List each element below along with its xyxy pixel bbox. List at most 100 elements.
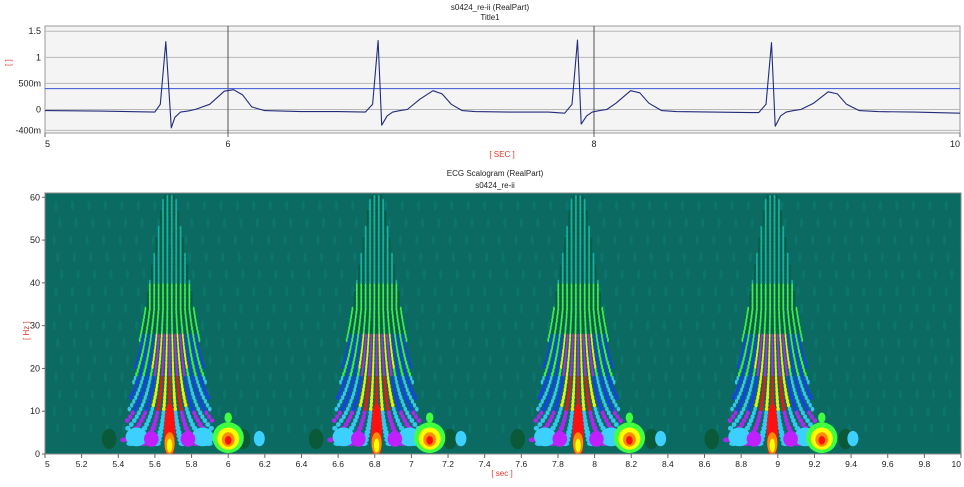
scalogram-texture (680, 372, 685, 382)
scalogram-stripe (390, 348, 393, 354)
scalogram-stripe (559, 329, 562, 335)
scalogram-stripe (583, 302, 586, 308)
scalogram-stripe (579, 248, 582, 254)
scalogram-stripe (368, 310, 371, 316)
scalogram-stripe (364, 248, 367, 254)
scalogram-stripe (152, 333, 155, 339)
scalogram-stripe (567, 322, 570, 327)
scalogram-texture (635, 389, 639, 400)
scalogram-stripe (168, 206, 171, 212)
scalogram-texture (844, 320, 848, 331)
scalogram-stripe (394, 333, 396, 339)
scalogram-stripe (375, 310, 378, 316)
scalogram-stripe (557, 341, 560, 346)
scalogram-stripe (361, 414, 366, 420)
scalogram-texture (191, 269, 195, 280)
scalogram-texture (530, 235, 534, 246)
scalogram-stripe (173, 256, 175, 262)
scalogram-r-peak-core (575, 438, 581, 453)
scalogram-stripe (176, 337, 179, 343)
scalogram-stripe (170, 298, 173, 304)
scalogram-stripe (569, 337, 571, 343)
scalogram-texture (122, 423, 126, 434)
scalogram-stripe (408, 360, 411, 366)
scalogram-texture (864, 337, 868, 348)
scalogram-texture (648, 286, 652, 297)
scalogram-stripe (164, 298, 167, 304)
scalogram-stripe (599, 295, 601, 300)
scalogram-stripe (153, 306, 156, 312)
scalogram-stripe (151, 322, 154, 327)
scalogram-stripe (173, 329, 176, 335)
scalogram-stripe (588, 310, 591, 316)
scalogram-stripe (565, 314, 568, 320)
scalogram-texture (124, 218, 128, 228)
scalogram-stripe (155, 252, 158, 258)
scalogram-texture (913, 423, 917, 434)
scalogram-stripe (545, 410, 550, 416)
scalogram-texture (538, 269, 542, 280)
scalogram-texture (153, 200, 157, 211)
scalogram-stripe (373, 337, 375, 343)
scalogram-stripe (350, 368, 353, 373)
scalogram-texture (845, 286, 850, 297)
scalogram-stripe (375, 287, 378, 293)
scalogram-stripe (143, 310, 146, 316)
scalogram-texture (233, 320, 238, 331)
scalogram-texture (618, 218, 622, 228)
scalogram-stripe (380, 256, 382, 262)
scalogram-stripe (586, 218, 588, 223)
scalogram-stripe (184, 283, 186, 289)
scalogram-texture (219, 200, 223, 211)
scalogram-stripe (196, 406, 201, 412)
scalogram-stripe (175, 314, 178, 320)
scalogram-stripe (537, 395, 541, 400)
scalogram-stripe (153, 372, 156, 377)
scalogram-stripe (599, 298, 601, 304)
scalogram-stripe (408, 395, 413, 400)
scalogram-texture (420, 218, 424, 228)
scalogram-stripe (737, 364, 740, 370)
scalogram-stripe (359, 337, 362, 343)
scalogram-stripe (173, 260, 175, 266)
scalogram-stripe (366, 283, 369, 289)
scalogram-stripe (362, 410, 367, 416)
scalogram-stripe (375, 314, 378, 320)
scalogram-stripe (370, 341, 372, 346)
scalogram-stripe (171, 352, 174, 358)
scalogram-stripe (583, 202, 586, 208)
scalogram-stripe (568, 244, 571, 250)
scalogram-stripe (364, 429, 371, 435)
scalogram-texture (712, 320, 716, 331)
scalogram-stripe (572, 225, 575, 231)
scalogram-texture (472, 354, 476, 365)
scalogram-stripe (583, 221, 586, 227)
scalogram-texture (124, 389, 128, 400)
scalogram-stripe (362, 387, 365, 393)
scalogram-texture (818, 269, 822, 280)
scalogram-stripe (375, 302, 378, 308)
scalogram-stripe (170, 256, 173, 262)
scalogram-texture (549, 200, 553, 211)
scalogram-stripe (398, 375, 401, 381)
scalogram-stripe (575, 260, 577, 266)
scalogram-texture (120, 372, 124, 382)
scalogram-stripe (379, 375, 382, 381)
scalogram-stripe (561, 287, 564, 293)
scalogram-stripe (352, 318, 354, 323)
scalogram-stripe (568, 252, 571, 258)
scalogram-stripe (196, 379, 199, 385)
scalogram-stripe (583, 233, 586, 239)
scalogram-stripe (570, 206, 573, 212)
scalogram-stripe (570, 244, 573, 250)
scalogram-texture (631, 286, 635, 297)
scalogram-stripe (335, 414, 340, 420)
scalogram-stripe (375, 325, 378, 331)
scalogram-texture (237, 252, 241, 263)
scalogram-stripe (165, 348, 168, 354)
scalogram-stripe (153, 352, 156, 358)
scalogram-texture (69, 320, 73, 331)
scalogram-stripe (147, 314, 150, 320)
scalogram-stripe (170, 229, 173, 235)
scalogram-texture (499, 372, 503, 382)
